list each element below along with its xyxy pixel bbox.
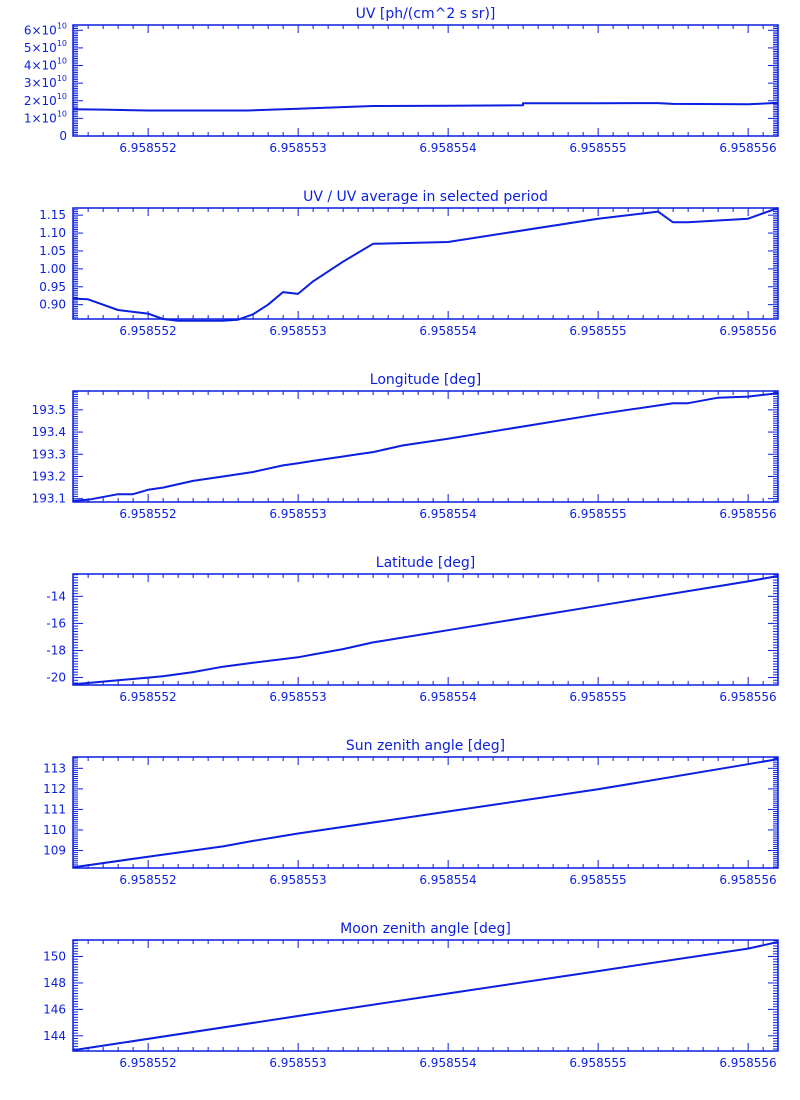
panel-6: Moon zenith angle [deg] 6.958552 6.958553 6… xyxy=(43,921,779,1070)
x-tick-label: 6.958556 xyxy=(719,1056,776,1070)
x-tick-label: 6.958555 xyxy=(569,873,626,887)
series-line xyxy=(72,758,779,869)
x-tick-label: 6.958552 xyxy=(119,324,176,338)
panel-title: UV [ph/(cm^2 s sr)] xyxy=(356,6,496,22)
x-tick-label: 6.958555 xyxy=(569,1056,626,1070)
panel-5: Sun zenith angle [deg] 6.958552 6.958553 6.… xyxy=(43,738,779,887)
y-tick-label: 193.4 xyxy=(32,425,66,439)
y-tick-label: 193.5 xyxy=(32,403,66,417)
x-tick-label: 6.958554 xyxy=(419,141,476,155)
panel-title: Latitude [deg] xyxy=(376,555,475,571)
y-tick-label: 193.1 xyxy=(32,492,66,506)
series-line xyxy=(72,101,779,112)
y-tick-label: 193.2 xyxy=(32,469,66,483)
x-tick-label: 6.958552 xyxy=(119,1056,176,1070)
x-tick-label: 6.958553 xyxy=(269,507,326,521)
y-tick-label: 193.3 xyxy=(32,447,66,461)
y-tick-label: 0.95 xyxy=(39,280,66,294)
x-tick-label: 6.958552 xyxy=(119,873,176,887)
x-tick-label: 6.958554 xyxy=(419,873,476,887)
x-tick-label: 6.958556 xyxy=(719,324,776,338)
x-tick-label: 6.958556 xyxy=(719,507,776,521)
panel-2: UV / UV average in selected period 6.9585… xyxy=(39,189,779,338)
y-tick-label: 2×1010 xyxy=(24,92,67,108)
x-tick-label: 6.958553 xyxy=(269,690,326,704)
panel-title: UV / UV average in selected period xyxy=(303,189,548,205)
x-tick-label: 6.958553 xyxy=(269,1056,326,1070)
y-tick-label: 113 xyxy=(43,761,66,775)
y-tick-label: 110 xyxy=(43,823,66,837)
x-tick-label: 6.958556 xyxy=(719,873,776,887)
y-tick-label: 144 xyxy=(43,1029,66,1043)
series-line xyxy=(72,392,779,502)
x-tick-label: 6.958556 xyxy=(719,141,776,155)
panel-title: Longitude [deg] xyxy=(370,372,481,388)
plot-frame xyxy=(72,390,779,503)
panel-title: Moon zenith angle [deg] xyxy=(340,921,511,937)
series-line xyxy=(72,575,779,686)
x-tick-label: 6.958554 xyxy=(419,690,476,704)
x-tick-label: 6.958555 xyxy=(569,507,626,521)
series-line xyxy=(72,207,779,322)
y-tick-label: 109 xyxy=(43,844,66,858)
x-tick-label: 6.958553 xyxy=(269,141,326,155)
y-tick-label: 0 xyxy=(59,129,67,143)
y-tick-label: 1.10 xyxy=(39,226,66,240)
y-tick-label: -14 xyxy=(46,589,66,603)
x-tick-label: 6.958552 xyxy=(119,141,176,155)
x-tick-label: 6.958553 xyxy=(269,873,326,887)
y-tick-label: 146 xyxy=(43,1002,66,1016)
x-tick-label: 6.958554 xyxy=(419,324,476,338)
y-tick-label: 0.90 xyxy=(39,298,66,312)
y-tick-label: 1.05 xyxy=(39,244,66,258)
x-tick-label: 6.958552 xyxy=(119,690,176,704)
y-tick-label: 3×1010 xyxy=(24,74,67,90)
y-tick-label: 112 xyxy=(43,782,66,796)
x-tick-label: 6.958555 xyxy=(569,690,626,704)
x-tick-label: 6.958555 xyxy=(569,324,626,338)
y-tick-label: 148 xyxy=(43,976,66,990)
y-tick-label: 1.00 xyxy=(39,262,66,276)
y-tick-label: 5×1010 xyxy=(24,39,67,55)
plot-frame xyxy=(72,939,779,1052)
plot-frame xyxy=(72,573,779,686)
x-tick-label: 6.958556 xyxy=(719,690,776,704)
y-tick-label: 150 xyxy=(43,950,66,964)
panel-3: Longitude [deg] 6.958552 6.958553 6.958554 6… xyxy=(32,372,779,521)
panel-4: Latitude [deg] 6.958552 6.958553 6.958554 6.… xyxy=(46,555,779,704)
plot-frame xyxy=(72,24,779,137)
y-tick-label: -20 xyxy=(46,671,66,685)
x-tick-label: 6.958554 xyxy=(419,1056,476,1070)
y-tick-label: 111 xyxy=(43,802,66,816)
x-tick-label: 6.958553 xyxy=(269,324,326,338)
x-tick-label: 6.958552 xyxy=(119,507,176,521)
plot-frame xyxy=(72,756,779,869)
y-tick-label: 6×1010 xyxy=(24,21,67,37)
y-tick-label: 1×1010 xyxy=(24,109,67,125)
series-line xyxy=(72,941,779,1052)
plot-frame xyxy=(72,207,779,320)
y-tick-label: 4×1010 xyxy=(24,57,67,73)
y-tick-label: -18 xyxy=(46,643,66,657)
y-tick-label: 1.15 xyxy=(39,208,66,222)
panel-title: Sun zenith angle [deg] xyxy=(346,738,505,754)
y-tick-label: -16 xyxy=(46,616,66,630)
x-tick-label: 6.958555 xyxy=(569,141,626,155)
x-tick-label: 6.958554 xyxy=(419,507,476,521)
panel-1: UV [ph/(cm^2 s sr)] 6.958552 6.958553 6.958… xyxy=(24,6,779,155)
